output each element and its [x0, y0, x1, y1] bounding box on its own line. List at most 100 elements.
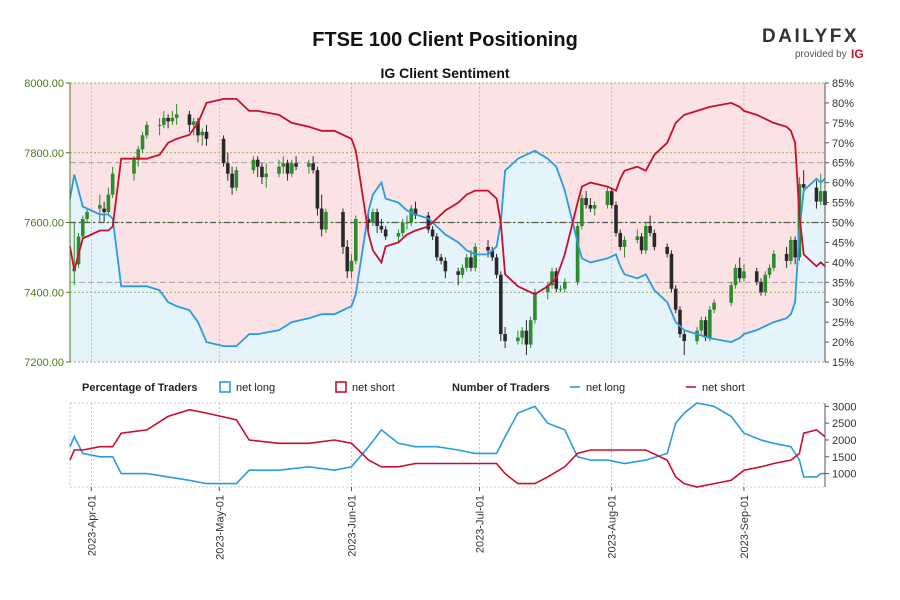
candle	[503, 327, 507, 349]
candle-body	[516, 337, 520, 342]
candle	[379, 219, 384, 233]
candle-body	[315, 170, 320, 209]
candle-body	[712, 302, 716, 310]
candle-body	[763, 274, 768, 293]
candle-body	[396, 232, 401, 237]
candle	[460, 264, 465, 279]
candle	[784, 246, 789, 268]
candle	[281, 156, 286, 174]
candle	[413, 201, 418, 220]
candle	[818, 173, 823, 206]
count-tick-label: 3000	[832, 401, 856, 413]
price-tick-label: 7800.00	[24, 148, 64, 160]
candle-body	[366, 219, 371, 223]
candle-body	[699, 320, 704, 331]
candle-body	[708, 309, 712, 338]
candle	[349, 253, 354, 279]
candle-body	[405, 222, 409, 224]
x-tick-label: 2023-Jul-01	[474, 495, 486, 553]
pct-tick-label: 50%	[832, 218, 854, 230]
candle-body	[102, 208, 106, 213]
candle-body	[609, 191, 614, 206]
candle-body	[106, 194, 111, 213]
candle	[469, 250, 473, 272]
candle-body	[409, 208, 414, 223]
candle	[85, 208, 89, 223]
candle-body	[221, 138, 226, 164]
candle	[499, 271, 503, 342]
candle	[187, 110, 192, 132]
candle-body	[759, 281, 763, 293]
candle	[234, 166, 239, 192]
candle	[162, 110, 166, 129]
candle	[371, 208, 375, 226]
legend-pct-title: Percentage of Traders	[82, 382, 198, 394]
sub-frame	[69, 402, 826, 488]
candle	[772, 250, 776, 272]
pct-tick-label: 60%	[832, 178, 854, 190]
candle-body	[255, 159, 260, 167]
candle	[106, 187, 111, 216]
candle	[682, 330, 687, 356]
candle	[545, 281, 550, 300]
candle-body	[818, 191, 823, 202]
candle-body	[443, 260, 448, 272]
candle	[396, 229, 401, 244]
candle-body	[499, 274, 503, 335]
chart-title: FTSE 100 Client Positioning	[312, 29, 578, 51]
candle	[464, 253, 469, 272]
candle-body	[439, 257, 443, 261]
legend: Percentage of Traders net long net short…	[82, 381, 745, 394]
candle	[144, 121, 149, 139]
candle-body	[191, 121, 196, 125]
candle-body	[383, 229, 388, 237]
candle	[435, 232, 439, 261]
candle	[563, 278, 567, 293]
candle	[110, 166, 115, 199]
candle	[635, 229, 640, 244]
candle	[383, 225, 388, 240]
candle-body	[98, 205, 102, 209]
candle	[652, 229, 657, 251]
candle	[524, 320, 529, 356]
candle-body	[801, 184, 806, 188]
candle-body	[793, 239, 797, 258]
candle	[733, 264, 738, 289]
pct-tick-label: 55%	[832, 198, 854, 210]
candle-body	[772, 253, 776, 268]
candle	[609, 187, 614, 209]
price-tick-label: 8000.00	[24, 78, 64, 90]
pct-tick-label: 20%	[832, 337, 854, 349]
candle	[588, 198, 593, 213]
candle	[695, 327, 699, 345]
candle	[430, 225, 435, 240]
candle-body	[170, 117, 175, 122]
candle-body	[307, 163, 311, 167]
candle	[648, 215, 652, 237]
pct-tick-label: 80%	[832, 98, 854, 110]
candle	[439, 253, 443, 265]
candle-body	[669, 253, 674, 289]
candle-body	[375, 212, 379, 226]
candle	[174, 103, 179, 125]
candle-body	[251, 159, 256, 171]
candle	[814, 180, 819, 209]
candle	[678, 306, 682, 338]
candle	[456, 267, 460, 286]
candle-body	[644, 225, 648, 251]
candle	[494, 253, 499, 279]
dailyfx-logo: DAILYFX provided by IG	[762, 26, 864, 61]
candle-body	[486, 246, 490, 251]
candle	[409, 205, 414, 226]
candle-body	[695, 330, 699, 342]
candle-body	[166, 117, 170, 122]
x-tick-label: 2023-Sep-01	[739, 495, 751, 559]
count-tick-label: 2500	[832, 418, 856, 430]
candle	[264, 163, 269, 188]
candle-body	[733, 267, 738, 286]
candle-body	[341, 212, 345, 247]
candle	[140, 131, 145, 153]
pct-tick-label: 15%	[832, 357, 854, 369]
candle-body	[814, 187, 819, 202]
